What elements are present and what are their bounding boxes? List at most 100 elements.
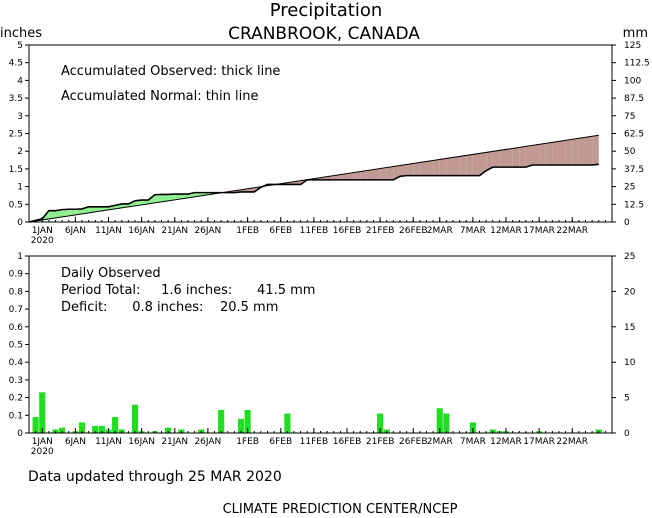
- daily-x-tick-label: 16JAN: [128, 437, 155, 447]
- daily-left-tick-label: 0.9: [9, 270, 24, 280]
- deficit-area: [373, 168, 381, 180]
- accum-x-tick-label: 21FEB: [366, 226, 395, 236]
- daily-x-tick-label: 11FEB: [300, 437, 329, 447]
- deficit-area: [539, 143, 546, 166]
- deficit-label: Deficit: 0.8 inches: 20.5 mm: [61, 300, 278, 315]
- daily-right-tick-label: 20: [624, 287, 636, 297]
- accum-x-tick-label: 26FEB: [399, 226, 428, 236]
- deficit-area: [472, 153, 480, 176]
- deficit-area: [479, 152, 487, 176]
- daily-right-tick-label: 5: [624, 394, 630, 404]
- surplus-area: [62, 209, 69, 217]
- accum-x-tick-label: 1JAN: [32, 226, 53, 236]
- deficit-area: [466, 154, 473, 176]
- surplus-area: [168, 194, 175, 201]
- surplus-area: [88, 206, 96, 213]
- deficit-area: [380, 167, 387, 180]
- accum-x-tick-label: 1FEB: [236, 226, 259, 236]
- deficit-area: [426, 160, 434, 176]
- accum-x-year-label: 2020: [31, 236, 54, 246]
- daily-right-tick-label: 0: [624, 429, 630, 439]
- daily-bar: [218, 409, 225, 433]
- deficit-area: [525, 145, 533, 168]
- surplus-area: [174, 194, 182, 200]
- daily-x-tick-label: 26FEB: [399, 437, 428, 447]
- accum-left-tick-label: 0.5: [9, 200, 23, 210]
- credit-note: CLIMATE PREDICTION CENTER/NCEP: [223, 502, 458, 517]
- daily-x-tick-label: 22MAR: [556, 437, 588, 447]
- accum-x-tick-label: 22MAR: [556, 226, 588, 236]
- daily-right-tick-label: 10: [624, 358, 636, 368]
- accum-left-tick-label: 0: [17, 218, 23, 228]
- daily-bar: [443, 413, 450, 433]
- daily-x-tick-label: 17MAR: [523, 437, 555, 447]
- deficit-area: [446, 157, 453, 176]
- deficit-area: [400, 164, 407, 177]
- deficit-area: [492, 150, 500, 168]
- daily-left-tick-label: 0.8: [9, 287, 24, 297]
- accum-right-tick-label: 25: [624, 183, 635, 193]
- updated-note: Data updated through 25 MAR 2020: [28, 469, 282, 485]
- daily-bar: [165, 427, 172, 433]
- accum-right-tick-label: 62.5: [624, 130, 644, 140]
- deficit-area: [459, 155, 467, 176]
- deficit-area: [406, 163, 414, 176]
- daily-bar: [92, 425, 99, 433]
- daily-x-year-label: 2020: [31, 447, 54, 457]
- accum-x-tick-label: 2MAR: [427, 226, 453, 236]
- daily-x-tick-label: 12MAR: [490, 437, 522, 447]
- accum-left-tick-label: 1: [17, 183, 23, 193]
- daily-bar: [78, 422, 86, 433]
- deficit-area: [386, 166, 394, 180]
- daily-bar: [98, 425, 105, 433]
- daily-x-tick-label: 21FEB: [366, 437, 395, 447]
- accumulated-observed-line: [28, 163, 599, 223]
- accum-x-tick-label: 6FEB: [269, 226, 292, 236]
- chart-subtitle: CRANBROOK, CANADA: [228, 24, 420, 44]
- daily-left-tick-label: 0: [17, 429, 23, 439]
- deficit-area: [433, 159, 440, 176]
- accum-x-tick-label: 16JAN: [128, 226, 155, 236]
- deficit-area: [565, 139, 573, 166]
- deficit-area: [347, 172, 354, 180]
- daily-bar: [436, 408, 443, 433]
- daily-right-tick-label: 25: [624, 252, 635, 262]
- daily-x-tick-label: 16FEB: [333, 437, 362, 447]
- deficit-area: [366, 169, 374, 180]
- deficit-area: [419, 161, 427, 176]
- daily-bar: [59, 427, 66, 433]
- daily-bar: [237, 418, 245, 433]
- accum-left-tick-label: 1.5: [9, 165, 23, 175]
- accum-left-tick-label: 4.5: [9, 59, 23, 69]
- accum-legend-normal: Accumulated Normal: thin line: [61, 89, 259, 104]
- deficit-area: [559, 140, 566, 166]
- daily-left-tick-label: 0.2: [9, 394, 23, 404]
- accum-x-tick-label: 6JAN: [65, 226, 86, 236]
- deficit-area: [499, 149, 506, 168]
- daily-right-tick-label: 15: [624, 323, 635, 333]
- daily-bar: [284, 413, 291, 433]
- daily-x-tick-label: 11JAN: [95, 437, 122, 447]
- accum-right-tick-label: 0: [624, 218, 630, 228]
- deficit-area: [333, 174, 341, 180]
- daily-x-tick-label: 6FEB: [269, 437, 292, 447]
- accum-x-tick-label: 16FEB: [333, 226, 362, 236]
- deficit-area: [486, 151, 493, 171]
- daily-bar: [244, 409, 251, 433]
- daily-x-tick-label: 1FEB: [236, 437, 259, 447]
- accum-right-tick-label: 12.5: [624, 200, 644, 210]
- deficit-area: [519, 146, 526, 168]
- daily-x-tick-label: 6JAN: [65, 437, 86, 447]
- left-unit-label: inches: [0, 26, 42, 41]
- accum-right-tick-label: 100: [624, 76, 641, 86]
- daily-bar: [39, 392, 46, 433]
- surplus-area: [48, 210, 56, 219]
- accum-legend-observed: Accumulated Observed: thick line: [61, 64, 280, 79]
- daily-bar: [469, 422, 476, 433]
- deficit-area: [572, 138, 579, 166]
- deficit-area: [512, 147, 520, 168]
- accum-right-tick-label: 75: [624, 112, 635, 122]
- deficit-area: [353, 171, 361, 180]
- deficit-area: [585, 136, 593, 166]
- accum-right-tick-label: 125: [624, 41, 641, 51]
